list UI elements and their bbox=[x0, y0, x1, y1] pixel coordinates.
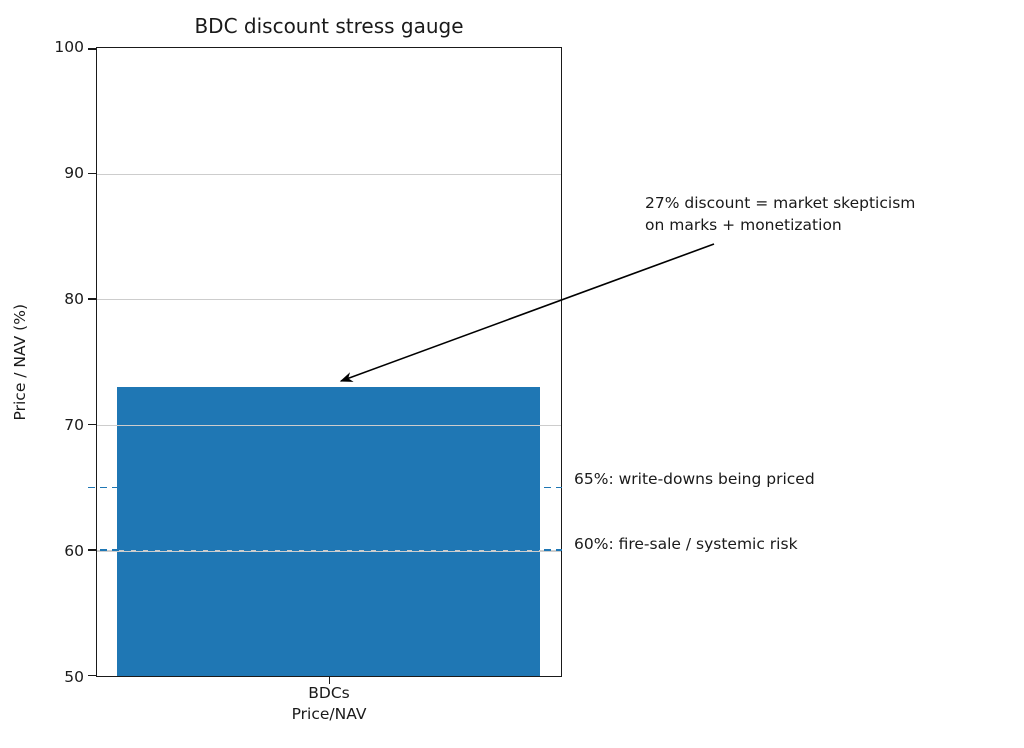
x-tick-bdcs bbox=[328, 677, 330, 684]
threshold-line-65 bbox=[88, 486, 562, 489]
gridline-70 bbox=[97, 424, 561, 427]
y-tick-label-60: 60 bbox=[64, 542, 84, 560]
y-tick-70 bbox=[88, 423, 96, 426]
y-tick-label-70: 70 bbox=[64, 416, 84, 434]
chart-title: BDC discount stress gauge bbox=[194, 14, 464, 38]
y-tick-label-100: 100 bbox=[54, 38, 84, 56]
x-tick-label-bdcs: BDCs Price/NAV bbox=[229, 683, 429, 725]
y-tick-label-80: 80 bbox=[64, 290, 84, 308]
x-tick-label-line1: BDCs bbox=[308, 684, 350, 702]
y-tick-90 bbox=[88, 172, 96, 175]
gridline-80 bbox=[97, 299, 561, 301]
y-axis-label: Price / NAV (%) bbox=[6, 47, 33, 677]
annotation-text: 27% discount = market skepticism on mark… bbox=[645, 194, 916, 234]
y-tick-100 bbox=[88, 48, 96, 50]
threshold-label-65: 65%: write-downs being priced bbox=[574, 470, 815, 488]
y-tick-label-90: 90 bbox=[64, 164, 84, 182]
x-tick-label-line2: Price/NAV bbox=[291, 705, 367, 723]
threshold-label-60: 60%: fire-sale / systemic risk bbox=[574, 535, 798, 553]
plot-area bbox=[88, 47, 562, 677]
threshold-line-60 bbox=[88, 549, 562, 552]
bar-bdcs bbox=[117, 387, 540, 676]
y-tick-50 bbox=[88, 674, 96, 676]
y-tick-80 bbox=[88, 298, 96, 300]
y-axis-label-text: Price / NAV (%) bbox=[10, 303, 29, 421]
y-tick-60 bbox=[88, 549, 96, 551]
gridline-90 bbox=[97, 173, 561, 175]
y-tick-label-50: 50 bbox=[64, 668, 84, 686]
